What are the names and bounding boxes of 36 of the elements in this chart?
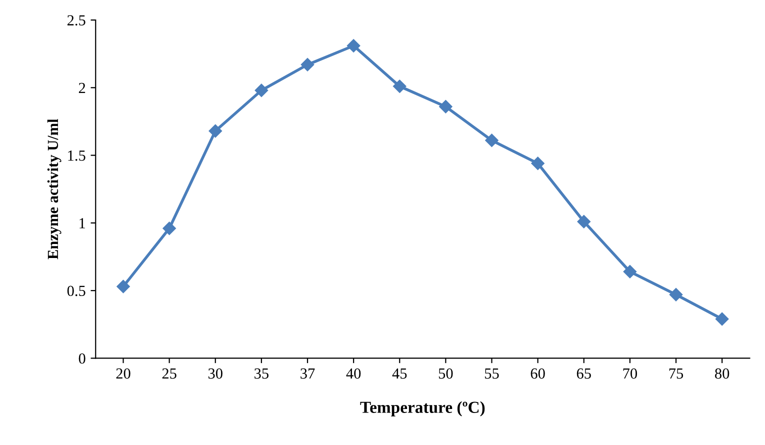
y-tick-label: 1.5 [68, 150, 86, 161]
x-tick-label: 35 [254, 368, 268, 379]
x-tick-label: 20 [116, 368, 130, 379]
point [623, 265, 637, 278]
x-axis-title: Temperature (ºC) [360, 401, 485, 416]
x-tick-label: 25 [162, 368, 176, 379]
point [531, 156, 544, 170]
x-tick-label: 40 [346, 368, 361, 379]
x-tick-label: 30 [208, 368, 222, 379]
point [485, 134, 498, 148]
point [346, 39, 360, 52]
y-tick-label: 2 [78, 82, 86, 93]
x-tick-label: 45 [392, 368, 407, 379]
y-tick-label: 1 [80, 218, 85, 228]
point [162, 222, 176, 235]
y-tick-label: 0 [78, 353, 86, 364]
x-tick-label: 37 [300, 368, 315, 379]
point [439, 100, 452, 114]
x-tick-label: 55 [485, 368, 499, 379]
y-tick-label: 0.5 [67, 286, 86, 296]
y-axis-title: Enzyme activity U/ml [47, 118, 62, 260]
x-tick-label: 75 [669, 368, 684, 379]
x-tick-label: 70 [623, 368, 637, 379]
x-tick-label: 50 [438, 368, 453, 379]
x-tick-label: 60 [530, 368, 545, 379]
point [715, 312, 729, 326]
point [300, 58, 314, 72]
x-tick-label: 80 [715, 368, 730, 379]
x-tick-label: 65 [576, 368, 591, 379]
point [577, 215, 590, 228]
point [393, 80, 406, 93]
point [116, 280, 130, 294]
y-tick-label: 2.5 [67, 15, 86, 26]
point [669, 288, 683, 302]
point [208, 124, 222, 138]
point [254, 84, 268, 97]
